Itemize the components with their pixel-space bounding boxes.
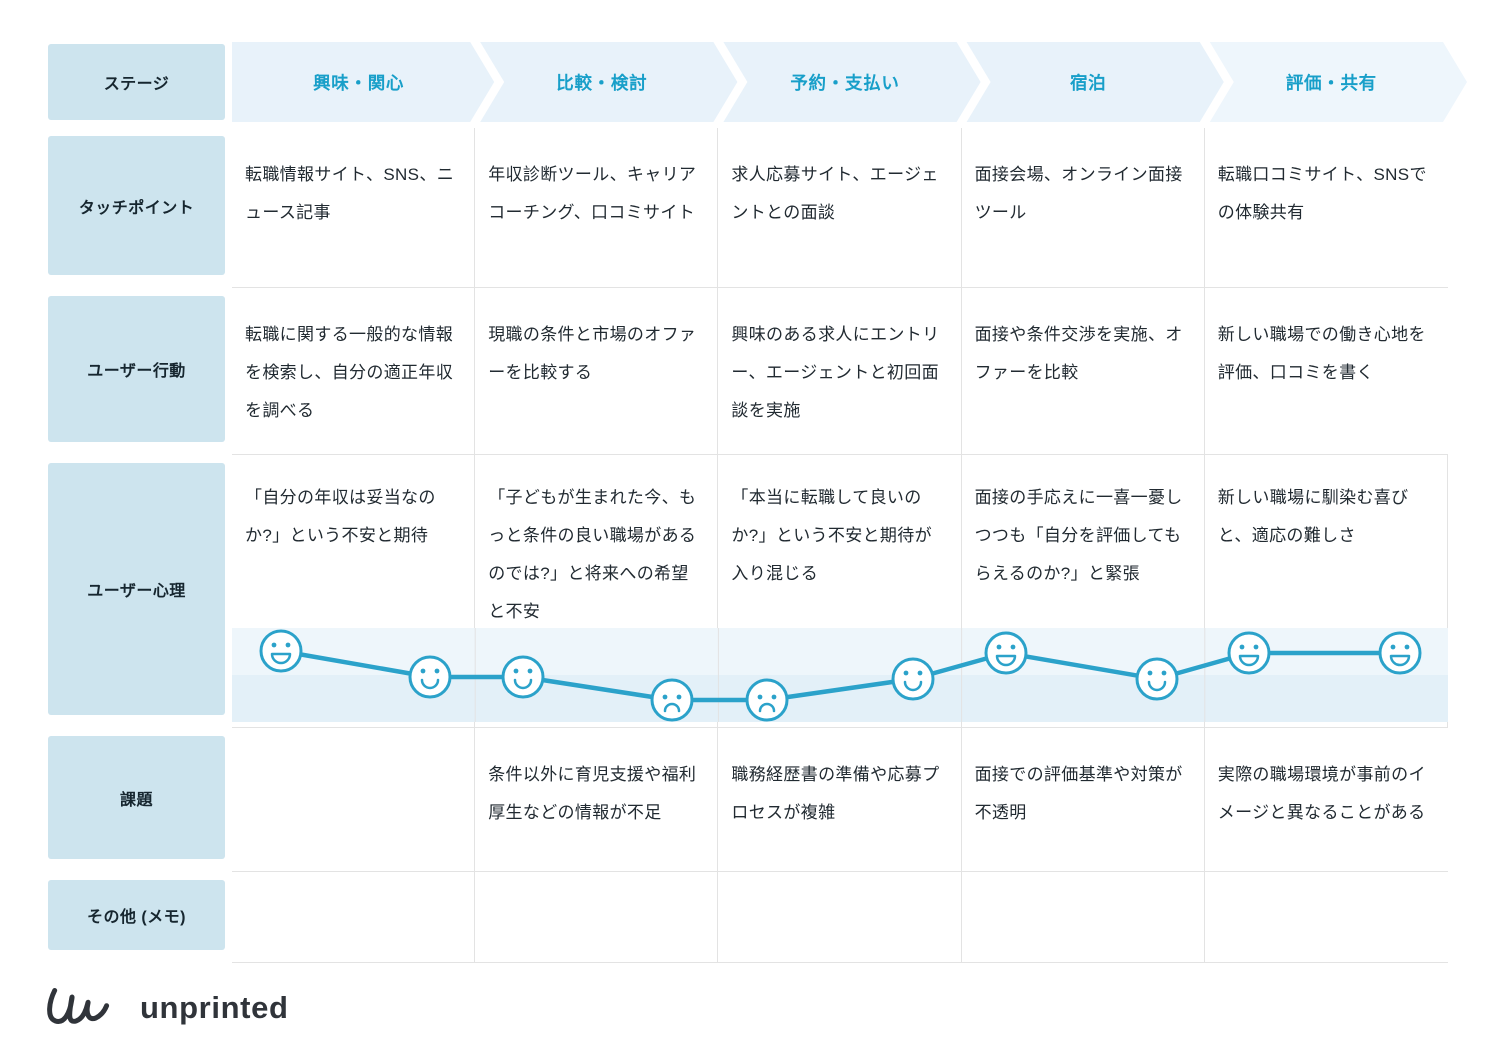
unprinted-logo: unprinted xyxy=(44,978,289,1038)
smiley-smile-icon xyxy=(408,655,452,699)
user-action-row-header: ユーザー行動 xyxy=(48,296,225,442)
issue-cell: 職務経歴書の準備や応募プロセスが複雑 xyxy=(718,728,962,871)
user-psychology-cell: 「自分の年収は妥当なのか?」という不安と期待 xyxy=(232,455,476,727)
emotion-curve-chart xyxy=(232,628,1448,722)
memo-cell xyxy=(962,872,1205,962)
smiley-smile-icon xyxy=(1135,657,1179,701)
emotion-line-segment xyxy=(764,676,916,703)
stage-labels: 興味・関心 比較・検討 予約・支払い 宿泊 評価・共有 xyxy=(232,42,1448,122)
smiley-smile-icon xyxy=(891,657,935,701)
stage-chevron-shape xyxy=(966,42,1224,122)
stage-chevron-shape xyxy=(1209,42,1467,122)
stage-row: ステージ 興味・関心 比較・検討 予約・支払い 宿泊 評価・共有 xyxy=(48,42,1467,122)
touchpoint-cell: 転職情報サイト、SNS、ニュース記事 xyxy=(232,128,476,287)
stage-chevron-shapes xyxy=(232,42,1467,122)
memo-cell xyxy=(475,872,719,962)
memo-row-header: その他 (メモ) xyxy=(48,880,225,950)
emotion-line-segment xyxy=(278,648,433,680)
issue-row: 課題 条件以外に育児支援や福利厚生などの情報が不足 職務経歴書の準備や応募プロセ… xyxy=(48,728,1448,872)
user-action-cell: 興味のある求人にエントリー、エージェントと初回面談を実施 xyxy=(718,288,962,454)
issue-row-header: 課題 xyxy=(48,736,225,859)
memo-row: その他 (メモ) xyxy=(48,872,1448,963)
issue-cell: 実際の職場環境が事前のイメージと異なることがある xyxy=(1217,765,1426,822)
issue-cell xyxy=(232,728,476,871)
smiley-sad-icon xyxy=(745,678,789,722)
touchpoint-cell: 求人応募サイト、エージェントとの面談 xyxy=(718,128,962,287)
stage-chevron-shape xyxy=(723,42,981,122)
user-action-cell: 転職に関する一般的な情報を検索し、自分の適正年収を調べる xyxy=(232,288,476,454)
user-psychology-cell: 面接の手応えに一喜一憂しつつも「自分を評価してもらえるのか?」と緊張 xyxy=(962,455,1205,727)
user-action-cell: 面接や条件交渉を実施、オファーを比較 xyxy=(962,288,1205,454)
issue-cell: 条件以外に育児支援や福利厚生などの情報が不足 xyxy=(475,728,719,871)
unprinted-logo-text: unprinted xyxy=(140,990,289,1025)
smiley-sad-icon xyxy=(650,678,694,722)
user-psychology-row-header: ユーザー心理 xyxy=(48,463,225,715)
touchpoint-cell: 面接会場、オンライン面接ツール xyxy=(962,128,1205,287)
touchpoint-cell: 年収診断ツール、キャリアコーチング、口コミサイト xyxy=(475,128,719,287)
user-psychology-cell: 「本当に転職して良いのか?」という不安と期待が入り混じる xyxy=(718,455,962,727)
memo-cell xyxy=(1205,872,1448,962)
touchpoint-cell: 転職口コミサイト、SNSでの体験共有 xyxy=(1217,165,1427,222)
user-action-cell: 新しい職場での働き心地を評価、口コミを書く xyxy=(1217,325,1426,382)
stage-row-header: ステージ xyxy=(48,44,225,120)
stage-compare: 比較・検討 xyxy=(556,72,648,93)
emotion-line-segment xyxy=(1003,650,1160,682)
smiley-laugh-icon xyxy=(1378,631,1422,675)
user-psychology-cell: 新しい職場に馴染む喜びと、適応の難しさ xyxy=(1205,455,1448,727)
stage-interest: 興味・関心 xyxy=(313,72,405,93)
stage-chevron-shape xyxy=(480,42,738,122)
touchpoint-row: タッチポイント 転職情報サイト、SNS、ニュース記事 年収診断ツール、キャリアコ… xyxy=(48,128,1448,288)
user-psychology-cell: 「子どもが生まれた今、もっと条件の良い職場があるのでは?」と将来への希望と不安 xyxy=(475,455,719,727)
user-psychology-row: ユーザー心理 「自分の年収は妥当なのか?」という不安と期待 「子どもが生まれた今… xyxy=(48,455,1448,728)
unprinted-logo-mark-icon xyxy=(47,987,110,1024)
user-action-row: ユーザー行動 転職に関する一般的な情報を検索し、自分の適正年収を調べる 現職の条… xyxy=(48,288,1448,455)
memo-cell xyxy=(232,872,476,962)
stage-stay: 宿泊 xyxy=(1069,72,1107,93)
stage-reserve-pay: 予約・支払い xyxy=(790,72,900,93)
user-action-cell: 現職の条件と市場のオファーを比較する xyxy=(475,288,719,454)
touchpoint-row-header: タッチポイント xyxy=(48,136,225,275)
journey-table: ステージ 興味・関心 比較・検討 予約・支払い 宿泊 評価・共有 タッチポイント… xyxy=(48,42,1467,963)
smiley-laugh-icon xyxy=(984,631,1028,675)
smiley-laugh-icon xyxy=(259,629,303,673)
memo-cell xyxy=(718,872,962,962)
stage-review-share: 評価・共有 xyxy=(1285,72,1377,93)
stage-chevron-band: 興味・関心 比較・検討 予約・支払い 宿泊 評価・共有 xyxy=(232,42,1467,122)
stage-row-label-cell: ステージ xyxy=(48,42,225,122)
smiley-laugh-icon xyxy=(1227,631,1271,675)
smiley-smile-icon xyxy=(501,655,545,699)
emotion-line-segment xyxy=(520,674,675,703)
stage-chevron-shape xyxy=(232,42,495,122)
issue-cell: 面接での評価基準や対策が不透明 xyxy=(962,728,1205,871)
